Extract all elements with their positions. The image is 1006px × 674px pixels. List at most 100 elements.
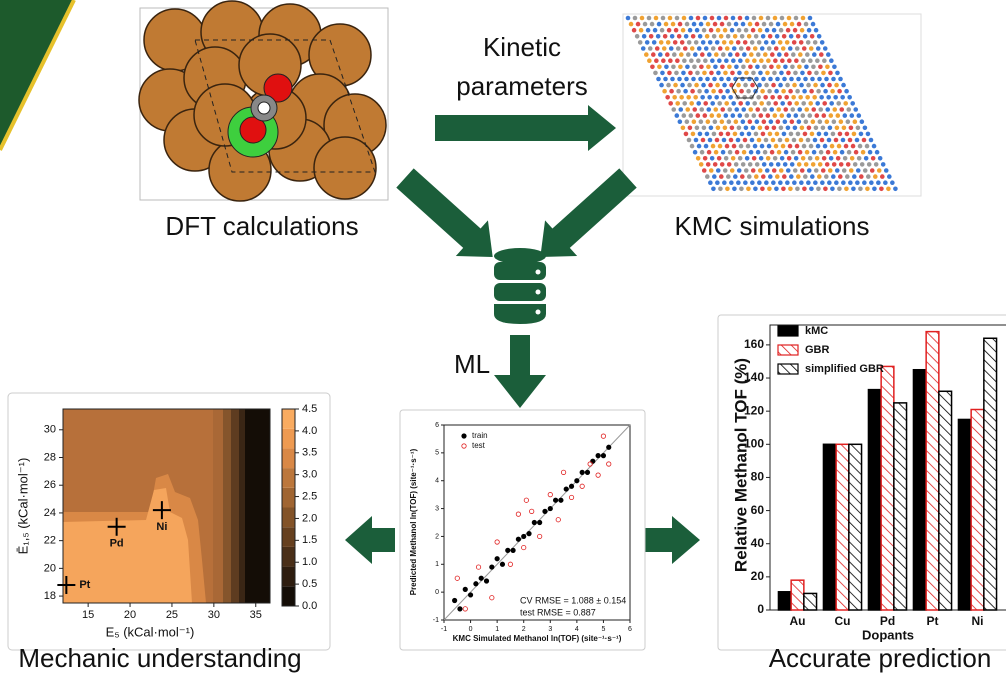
lattice-site <box>852 132 857 137</box>
lattice-site <box>740 77 745 82</box>
lattice-site <box>861 150 866 155</box>
lattice-site <box>820 40 825 45</box>
lattice-site <box>836 113 841 118</box>
lattice-site <box>764 83 769 88</box>
lattice-site <box>626 16 631 21</box>
lattice-site <box>667 71 672 76</box>
lattice-site <box>763 52 768 57</box>
lattice-site <box>762 22 767 27</box>
lattice-site <box>776 22 781 27</box>
lattice-site <box>794 58 799 63</box>
lattice-site <box>646 28 651 33</box>
lattice-site <box>691 34 696 39</box>
lattice-site <box>658 52 663 57</box>
lattice-site <box>716 28 721 33</box>
colorbar-tick-label: 1.0 <box>302 556 317 568</box>
lattice-site <box>793 71 798 76</box>
lattice-site <box>736 83 741 88</box>
lattice-site <box>726 174 731 179</box>
lattice-site <box>768 77 773 82</box>
lattice-site <box>780 16 785 21</box>
lattice-site <box>670 34 675 39</box>
lattice-site <box>866 132 871 137</box>
y-tick-label: 22 <box>44 535 56 547</box>
x-tick-label: 20 <box>124 609 136 621</box>
lattice-site <box>839 162 844 167</box>
lattice-site <box>727 119 732 124</box>
lattice-site <box>757 138 762 143</box>
lattice-site <box>802 144 807 149</box>
lattice-site <box>797 65 802 70</box>
lattice-site <box>685 119 690 124</box>
y-tick-label: 0 <box>757 602 764 616</box>
lattice-site <box>811 119 816 124</box>
lattice-site <box>833 150 838 155</box>
lattice-site <box>838 77 843 82</box>
lattice-site <box>838 132 843 137</box>
lattice-site <box>725 46 730 51</box>
lattice-site <box>786 168 791 173</box>
bar <box>804 593 817 610</box>
lattice-site <box>810 34 815 39</box>
y-tick-label: 80 <box>751 470 765 484</box>
lattice-site <box>739 144 744 149</box>
lattice-site <box>797 162 802 167</box>
lattice-site <box>652 40 657 45</box>
lattice-site <box>773 16 778 21</box>
lattice-site <box>817 174 822 179</box>
annotation: test RMSE = 0.887 <box>520 607 596 617</box>
lattice-site <box>754 132 759 137</box>
lattice-site <box>860 162 865 167</box>
lattice-site <box>709 28 714 33</box>
y-tick-label: 40 <box>751 536 765 550</box>
lattice-site <box>702 71 707 76</box>
lattice-site <box>732 144 737 149</box>
lattice-site <box>709 168 714 173</box>
lattice-site <box>758 126 763 131</box>
lattice-site <box>831 132 836 137</box>
y-axis-label: Ē₁,₅ (kCal·mol⁻¹) <box>15 458 30 555</box>
lattice-site <box>753 144 758 149</box>
lattice-site <box>728 95 733 100</box>
lattice-site <box>730 71 735 76</box>
lattice-site <box>720 107 725 112</box>
lattice-site <box>669 46 674 51</box>
lattice-site <box>656 77 661 82</box>
lattice-site <box>659 83 664 88</box>
lattice-site <box>828 168 833 173</box>
lattice-site <box>761 34 766 39</box>
lattice-site <box>767 89 772 94</box>
point <box>532 520 536 524</box>
lattice-site <box>859 132 864 137</box>
lattice-site <box>737 71 742 76</box>
lattice-site <box>765 126 770 131</box>
lattice-site <box>855 180 860 185</box>
lattice-site <box>638 40 643 45</box>
lattice-site <box>692 22 697 27</box>
lattice-site <box>792 40 797 45</box>
lattice-site <box>656 34 661 39</box>
lattice-site <box>887 174 892 179</box>
lattice-site <box>750 138 755 143</box>
lattice-site <box>726 34 731 39</box>
lattice-site <box>719 34 724 39</box>
lattice-site <box>743 40 748 45</box>
x-tick-label: Ni <box>972 614 984 628</box>
lattice-site <box>760 144 765 149</box>
lattice-site <box>726 77 731 82</box>
lattice-site <box>696 156 701 161</box>
lattice-site <box>832 65 837 70</box>
point <box>474 582 478 586</box>
lattice-site <box>648 46 653 51</box>
lattice-site <box>752 58 757 63</box>
lattice-site <box>736 40 741 45</box>
lattice-site <box>868 150 873 155</box>
lattice-site <box>810 132 815 137</box>
lattice-site <box>851 187 856 192</box>
y-tick-label: 120 <box>744 403 764 417</box>
lattice-site <box>716 126 721 131</box>
lattice-site <box>803 77 808 82</box>
lattice-site <box>764 180 769 185</box>
point <box>506 548 510 552</box>
lattice-site <box>821 126 826 131</box>
